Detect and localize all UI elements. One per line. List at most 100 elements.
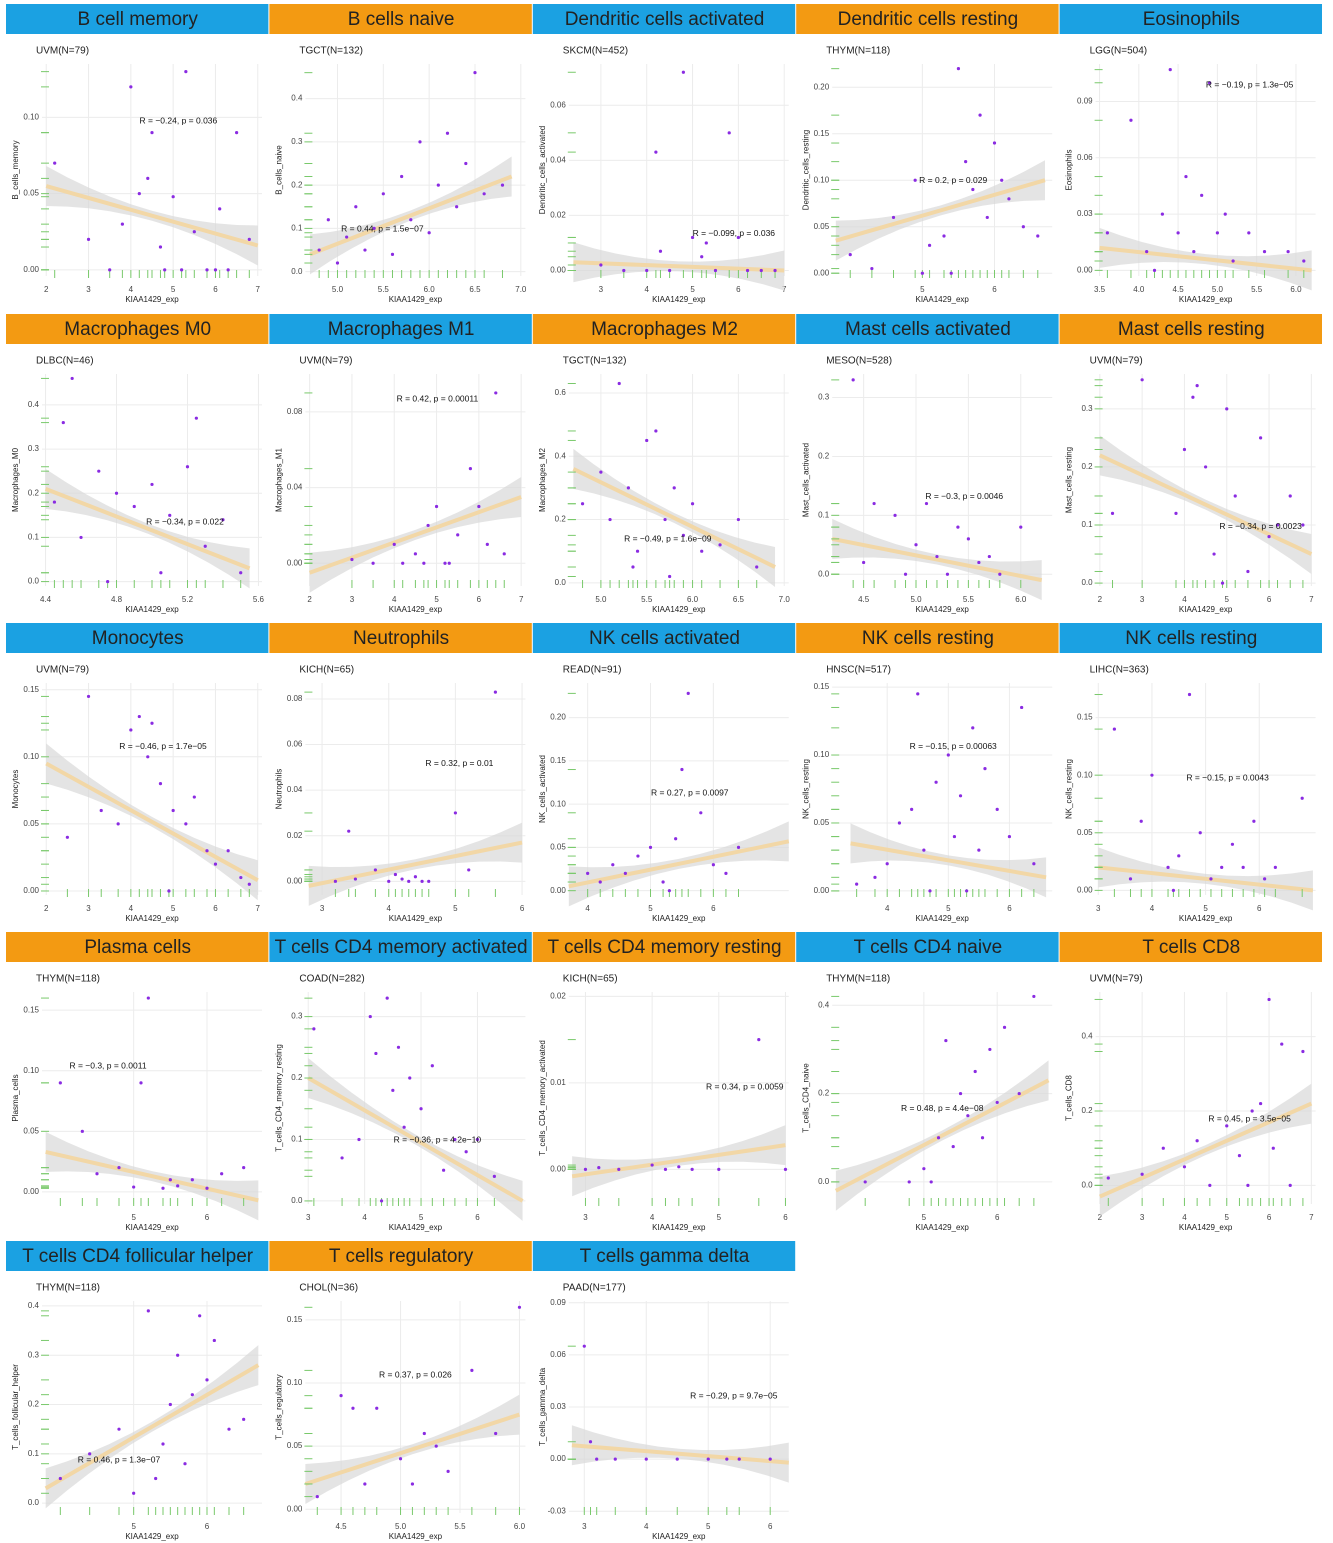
- point: [885, 862, 889, 866]
- point: [1288, 1183, 1292, 1188]
- y-tick-label: 0.00: [550, 1454, 566, 1463]
- panel: Mast cells activated MESO(N=528) 4.5 5.0 5.5…: [796, 314, 1059, 614]
- point: [680, 767, 684, 772]
- point: [583, 1167, 588, 1171]
- stat-annotation: R = −0.15, p = 0.00063: [910, 741, 997, 751]
- point: [945, 572, 950, 576]
- y-tick-label: 0.00: [23, 265, 39, 274]
- point: [409, 218, 413, 222]
- stat-annotation: R = 0.37, p = 0.026: [379, 1369, 452, 1379]
- stat-annotation: R = −0.34, p = 0.0023: [1219, 521, 1302, 531]
- point: [951, 1144, 955, 1149]
- y-axis-label: T_cells_regulatory: [275, 1374, 284, 1439]
- y-tick-label: 0.06: [550, 100, 566, 109]
- x-axis-label: KIAA1429_exp: [1179, 1223, 1233, 1232]
- x-tick-label: 7: [1309, 1213, 1314, 1222]
- panel: T cells regulatory CHOL(N=36) 4.5 5.0 5.5 6.0…: [269, 1241, 532, 1541]
- point: [706, 1457, 710, 1461]
- panel-subtitle: READ(N=91): [563, 665, 622, 676]
- point: [419, 1107, 423, 1111]
- x-tick-label: 2: [307, 595, 312, 604]
- y-tick-label: 0.10: [1077, 770, 1093, 779]
- x-tick-label: 6: [768, 1522, 773, 1531]
- point: [371, 561, 375, 565]
- y-tick-label: 0.1: [291, 1135, 303, 1144]
- y-tick-label: 0.00: [550, 266, 566, 275]
- panel-header: [532, 314, 796, 344]
- point: [447, 561, 451, 565]
- point: [1021, 225, 1025, 229]
- panel-header: [532, 623, 796, 653]
- stat-annotation: R = −0.3, p = 0.0011: [69, 1060, 146, 1070]
- panel-subtitle: DLBC(N=46): [36, 356, 94, 367]
- y-tick-label: 0.00: [287, 558, 303, 567]
- trend-line: [45, 184, 259, 248]
- point: [1140, 378, 1144, 382]
- x-axis-label: KIAA1429_exp: [652, 295, 706, 304]
- point: [168, 1178, 172, 1182]
- point: [1007, 834, 1012, 839]
- point: [494, 391, 498, 395]
- point: [116, 822, 120, 826]
- point: [1002, 1025, 1007, 1029]
- point: [1204, 465, 1208, 469]
- panel-header: [269, 932, 532, 962]
- y-axis-label: NK_cells_activated: [538, 755, 547, 823]
- x-tick-label: 3: [350, 595, 355, 604]
- panel-subtitle: TGCT(N=132): [563, 356, 627, 367]
- point: [436, 183, 440, 187]
- point: [242, 1166, 246, 1170]
- panel-title: Macrophages M1: [328, 319, 475, 340]
- point: [158, 782, 163, 786]
- point: [773, 268, 777, 273]
- y-axis-label: Dendritic_cells_activated: [538, 126, 547, 215]
- y-tick-label: 0.4: [291, 94, 303, 103]
- panel-subtitle: THYM(N=118): [36, 974, 100, 985]
- x-tick-label: 6.5: [733, 595, 745, 604]
- point: [987, 554, 991, 559]
- x-tick-label: 5: [946, 904, 951, 913]
- point: [626, 486, 630, 490]
- point: [184, 822, 188, 826]
- x-tick-label: 6: [736, 285, 741, 294]
- point: [681, 70, 685, 74]
- point: [345, 235, 349, 239]
- trend-line: [568, 839, 790, 889]
- point: [218, 207, 222, 211]
- point: [86, 694, 91, 699]
- point: [956, 525, 960, 529]
- x-axis-label: KIAA1429_exp: [389, 1532, 443, 1541]
- x-tick-label: 5.6: [253, 595, 265, 604]
- y-tick-label: 0.2: [555, 515, 567, 524]
- panel-title: Mast cells activated: [845, 319, 1011, 340]
- point: [517, 1305, 522, 1309]
- point: [956, 67, 961, 71]
- panel-title: T cells CD8: [1142, 937, 1240, 958]
- y-tick-label: 0.4: [28, 1301, 40, 1310]
- point: [1200, 193, 1204, 197]
- stat-annotation: R = 0.48, p = 4.4e−08: [901, 1103, 984, 1113]
- point: [1032, 994, 1036, 999]
- panel: T cells CD4 memory resting KICH(N=65) 3 4 5 6…: [532, 932, 796, 1232]
- point: [897, 821, 902, 825]
- point: [1237, 1154, 1242, 1158]
- point: [368, 1014, 372, 1019]
- panel-header: [6, 314, 269, 344]
- point: [872, 501, 876, 506]
- stat-annotation: R = −0.3, p = 0.0046: [925, 491, 1003, 501]
- x-tick-label: 6.0: [687, 595, 699, 604]
- panel-header: [1059, 623, 1322, 653]
- point: [132, 504, 136, 509]
- point: [1105, 231, 1109, 235]
- x-tick-label: 4.5: [336, 1522, 348, 1531]
- point: [1288, 494, 1292, 498]
- point: [247, 237, 251, 241]
- point: [401, 561, 405, 565]
- point: [205, 1186, 209, 1190]
- point: [502, 552, 506, 556]
- point: [922, 848, 926, 852]
- trend-line: [45, 1149, 259, 1203]
- point: [654, 429, 658, 433]
- x-tick-label: 4: [129, 904, 134, 913]
